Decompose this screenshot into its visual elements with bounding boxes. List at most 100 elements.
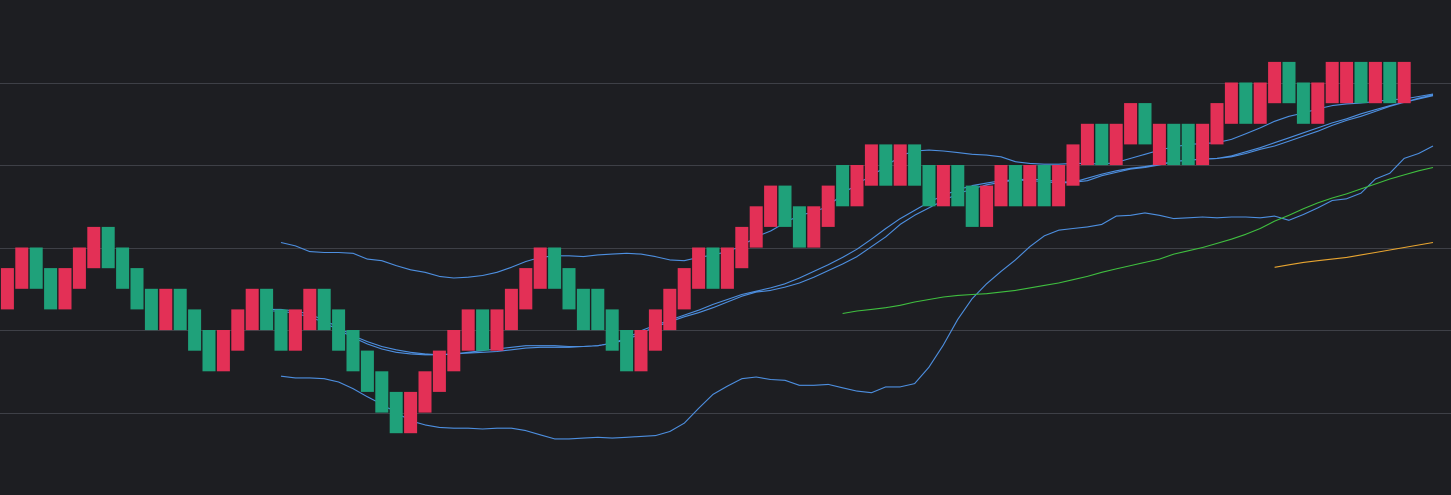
renko-brick-up <box>994 165 1008 207</box>
renko-brick-down <box>346 330 360 372</box>
renko-brick-up <box>893 144 907 186</box>
renko-brick-up <box>1210 103 1224 145</box>
renko-brick-down <box>836 165 850 207</box>
renko-brick-down <box>548 247 562 289</box>
renko-brick-up <box>735 226 749 269</box>
renko-brick-up <box>303 288 317 331</box>
renko-brick-up <box>821 185 835 227</box>
renko-brick-down <box>332 309 346 351</box>
renko-brick-up <box>850 165 864 207</box>
renko-brick-down <box>1167 123 1181 166</box>
renko-brick-up <box>159 288 173 331</box>
renko-brick-up <box>1080 123 1094 166</box>
bollinger-middle-line <box>266 94 1434 356</box>
renko-brick-up <box>504 288 518 331</box>
renko-brick-up <box>418 371 432 413</box>
renko-brick-down <box>562 268 576 310</box>
moving-average-slow-line <box>1274 241 1434 268</box>
renko-brick-down <box>29 247 43 289</box>
renko-brick-up <box>288 309 302 351</box>
renko-brick-up <box>519 268 533 310</box>
bollinger-lower-line <box>280 145 1434 440</box>
renko-brick-up <box>461 309 475 351</box>
renko-brick-down <box>620 330 634 372</box>
renko-brick-down <box>44 268 58 310</box>
renko-brick-up <box>0 268 14 310</box>
renko-brick-down <box>260 288 274 331</box>
renko-brick-up <box>1268 61 1282 104</box>
renko-brick-down <box>576 288 590 331</box>
renko-brick-down <box>1037 165 1051 207</box>
renko-brick-down <box>360 350 374 392</box>
renko-brick-up <box>720 247 734 289</box>
renko-brick-down <box>130 268 144 310</box>
renko-brick-up <box>1253 82 1267 124</box>
renko-brick-down <box>274 309 288 351</box>
renko-brick-up <box>677 268 691 310</box>
renko-brick-up <box>749 206 763 248</box>
renko-brick-up <box>807 206 821 248</box>
renko-brick-up <box>648 309 662 351</box>
renko-brick-up <box>663 288 677 331</box>
renko-brick-down <box>706 247 720 289</box>
renko-brick-up <box>72 247 86 289</box>
renko-brick-down <box>476 309 490 351</box>
renko-brick-up <box>245 288 259 331</box>
renko-brick-down <box>591 288 605 331</box>
renko-brick-up <box>1368 61 1382 104</box>
renko-brick-down <box>1239 82 1253 124</box>
renko-brick-up <box>490 309 504 351</box>
renko-brick-down <box>922 165 936 207</box>
renko-brick-up <box>1224 82 1238 124</box>
renko-brick-down <box>1383 61 1397 104</box>
renko-brick-up <box>404 391 418 434</box>
renko-brick-down <box>879 144 893 186</box>
renko-brick-down <box>1095 123 1109 166</box>
renko-brick-up <box>692 247 706 289</box>
renko-brick-down <box>1138 103 1152 145</box>
renko-brick-down <box>792 206 806 248</box>
renko-brick-down <box>908 144 922 186</box>
renko-brick-up <box>1066 144 1080 186</box>
renko-brick-up <box>1124 103 1138 145</box>
renko-brick-down <box>317 288 331 331</box>
renko-brick-up <box>1196 123 1210 166</box>
renko-brick-down <box>1282 61 1296 104</box>
renko-brick-up <box>764 185 778 227</box>
renko-brick-up <box>1397 61 1411 104</box>
renko-brick-up <box>1340 61 1354 104</box>
renko-brick-down <box>1296 82 1310 124</box>
renko-brick-down <box>389 391 403 434</box>
moving-average-fast-line <box>266 95 1434 356</box>
renko-brick-up <box>87 226 101 269</box>
renko-brick-down <box>1354 61 1368 104</box>
renko-brick-down <box>375 371 389 413</box>
renko-brick-up <box>634 330 648 372</box>
brick-layer <box>0 61 1411 434</box>
renko-brick-up <box>1152 123 1166 166</box>
renko-brick-up <box>1023 165 1037 207</box>
renko-brick-up <box>1052 165 1066 207</box>
renko-brick-down <box>951 165 965 207</box>
renko-brick-up <box>15 247 29 289</box>
renko-brick-down <box>116 247 130 289</box>
renko-brick-down <box>1008 165 1022 207</box>
renko-brick-down <box>144 288 158 331</box>
renko-brick-down <box>188 309 202 351</box>
moving-average-medium-line <box>842 166 1434 315</box>
renko-brick-up <box>1109 123 1123 166</box>
renko-brick-up <box>447 330 461 372</box>
renko-brick-up <box>533 247 547 289</box>
renko-brick-up <box>864 144 878 186</box>
renko-brick-down <box>1181 123 1195 166</box>
renko-brick-up <box>58 268 72 310</box>
renko-brick-up <box>231 309 245 351</box>
renko-brick-up <box>1311 82 1325 124</box>
renko-brick-down <box>965 185 979 227</box>
renko-brick-up <box>936 165 950 207</box>
renko-brick-up <box>432 350 446 392</box>
renko-brick-down <box>605 309 619 351</box>
renko-brick-down <box>173 288 187 331</box>
